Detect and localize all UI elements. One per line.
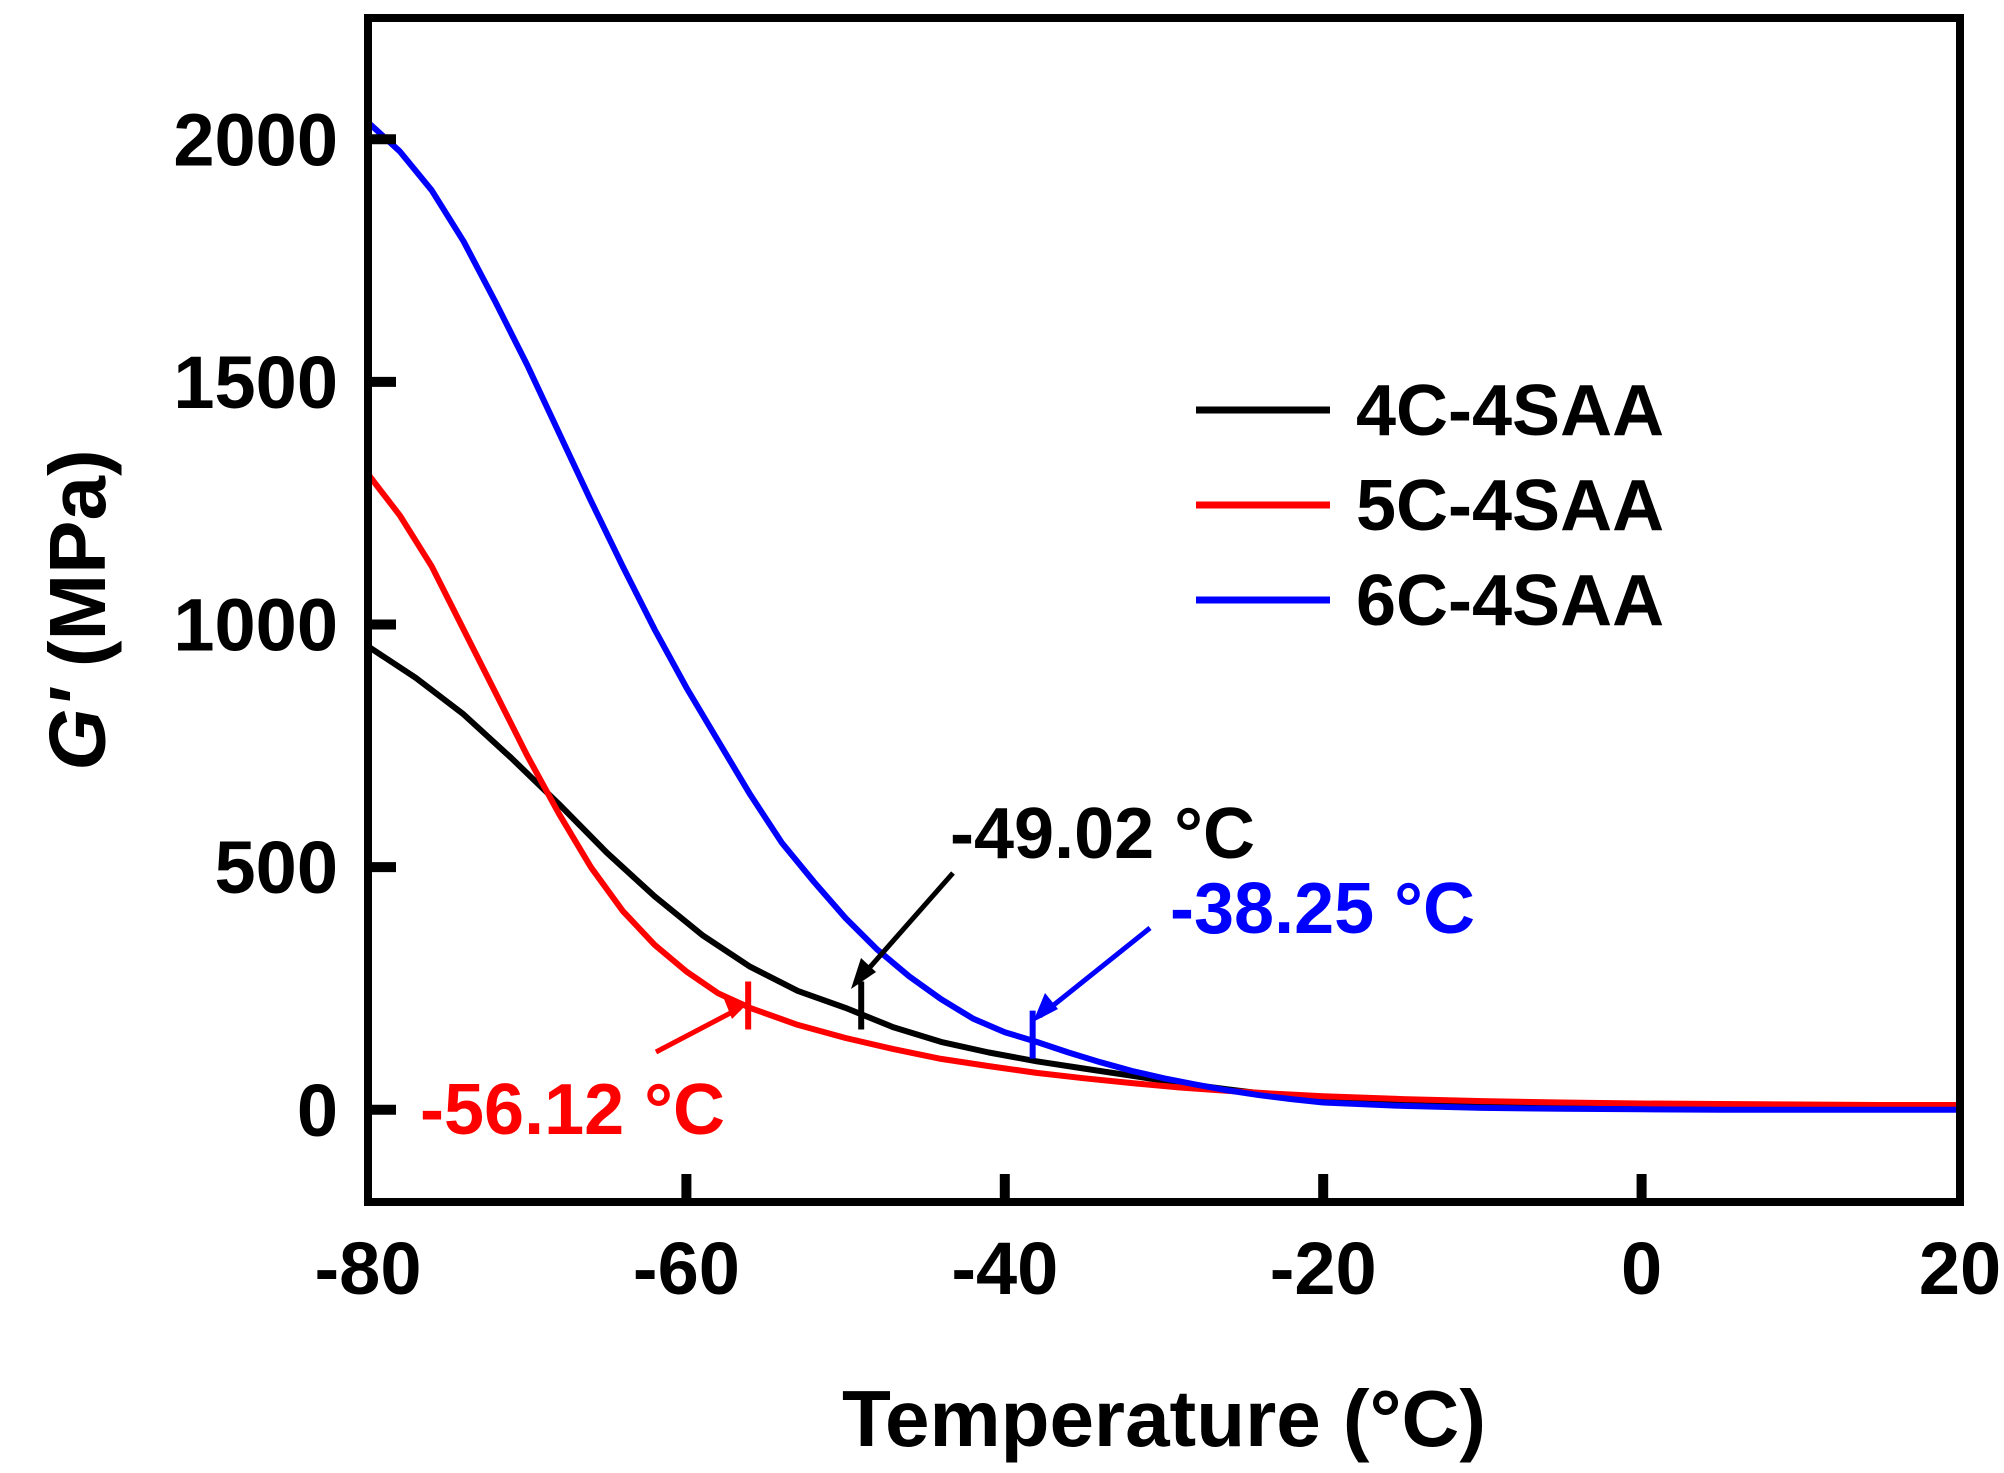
annotation-arrow-shaft-5c-4saa xyxy=(654,1005,742,1055)
legend-label-4c-4saa: 4C-4SAA xyxy=(1356,371,1664,451)
x-tick-label: 0 xyxy=(1621,1227,1662,1310)
y-axis-title: G' (MPa) xyxy=(33,449,122,770)
y-axis-title-symbol: G' xyxy=(33,686,122,770)
series-line-5c-4saa xyxy=(365,471,1963,1108)
x-tick-label: -20 xyxy=(1270,1227,1377,1310)
annotation-label-5c-4saa: -56.12 °C xyxy=(420,1070,725,1150)
annotation-arrow-shaft-6c-4saa xyxy=(1038,926,1152,1018)
x-tick-label: 20 xyxy=(1919,1227,2001,1310)
annotation-5c-4saa: -56.12 °C xyxy=(420,999,748,1150)
annotation-label-4c-4saa: -49.02 °C xyxy=(950,794,1255,874)
x-axis-title: Temperature (°C) xyxy=(842,1374,1486,1463)
annotation-6c-4saa: -38.25 °C xyxy=(1033,869,1475,1022)
plot-frame xyxy=(364,14,1964,1206)
annotation-arrow-shaft-4c-4saa xyxy=(854,871,955,985)
annotation-arrowhead-4c-4saa xyxy=(851,958,876,989)
x-tick-label: -40 xyxy=(951,1227,1058,1310)
y-axis-title-unit: (MPa) xyxy=(33,449,122,689)
y-tick-label: 2000 xyxy=(173,98,338,181)
x-tick-label: -60 xyxy=(633,1227,740,1310)
legend-label-5c-4saa: 5C-4SAA xyxy=(1356,466,1664,546)
annotation-arrowhead-5c-4saa xyxy=(724,999,748,1019)
legend: 4C-4SAA 5C-4SAA 6C-4SAA xyxy=(1196,371,1664,641)
annotation-4c-4saa: -49.02 °C xyxy=(851,794,1255,989)
y-tick-label: 1500 xyxy=(173,341,338,424)
y-tick-label: 1000 xyxy=(173,584,338,667)
x-tick-label: -80 xyxy=(315,1227,422,1310)
series-line-6c-4saa xyxy=(365,119,1963,1113)
x-axis-ticks: -80 -60 -40 -20 0 20 xyxy=(315,1174,2001,1310)
annotation-arrowhead-6c-4saa xyxy=(1033,993,1058,1022)
tg-markers xyxy=(745,981,1036,1059)
series-lines xyxy=(365,119,1963,1113)
series-line-4c-4saa xyxy=(365,643,1963,1111)
annotation-label-6c-4saa: -38.25 °C xyxy=(1170,869,1475,949)
legend-label-6c-4saa: 6C-4SAA xyxy=(1356,561,1664,641)
y-axis-ticks: 0 500 1000 1500 2000 xyxy=(173,98,396,1152)
y-tick-label: 500 xyxy=(215,826,338,909)
y-tick-label: 0 xyxy=(297,1069,338,1152)
